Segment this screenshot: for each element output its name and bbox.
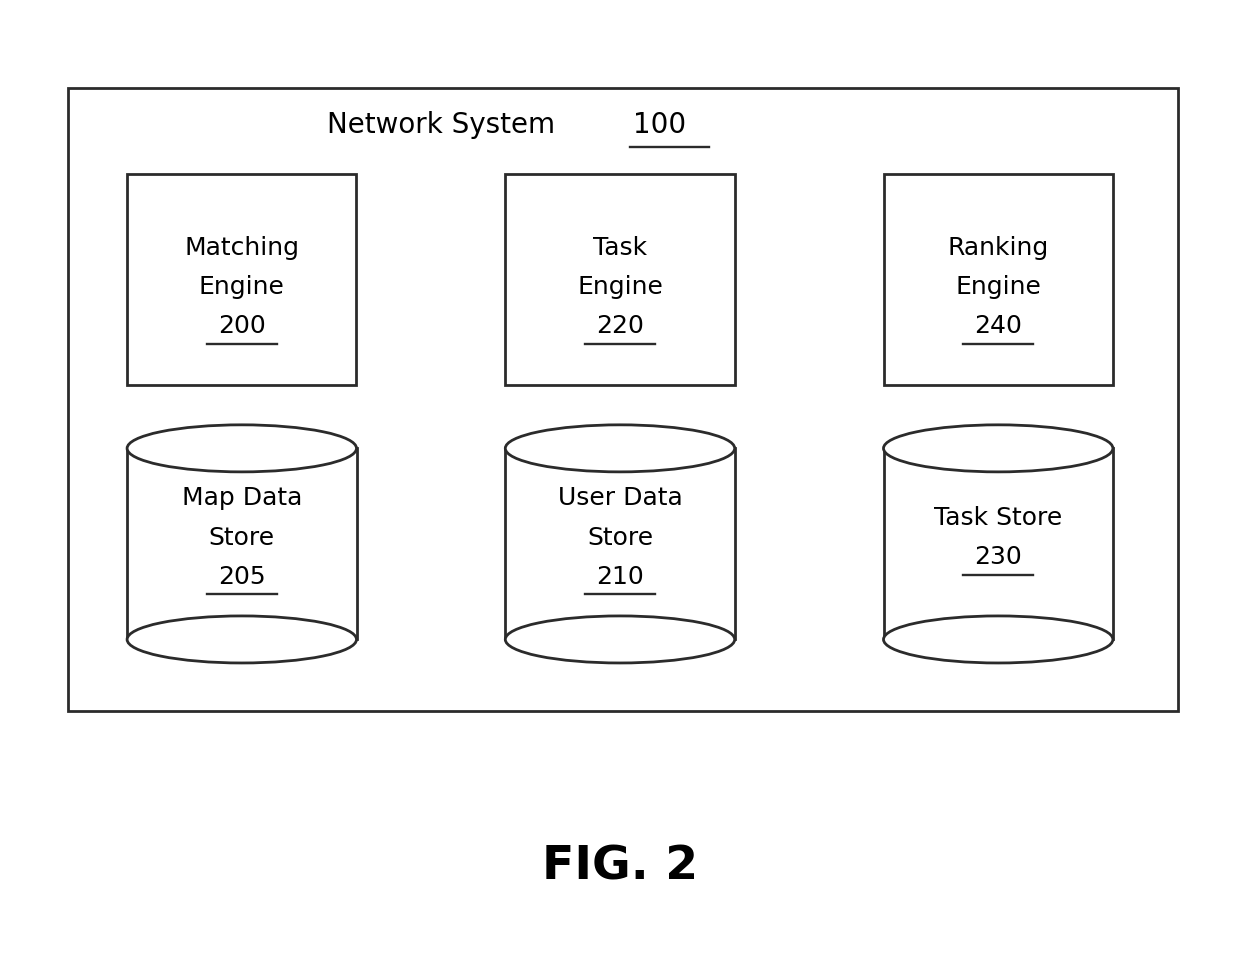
Text: 210: 210	[596, 564, 644, 589]
Text: Task: Task	[593, 236, 647, 260]
Text: 220: 220	[596, 315, 644, 338]
Bar	[68, 88, 1178, 710]
Text: Network System: Network System	[327, 112, 564, 139]
Ellipse shape	[506, 616, 734, 662]
Text: Engine: Engine	[577, 275, 663, 299]
Bar	[883, 174, 1112, 385]
Text: User Data: User Data	[558, 486, 682, 511]
Text: Map Data: Map Data	[181, 486, 303, 511]
Text: 100: 100	[634, 112, 686, 139]
Ellipse shape	[128, 616, 357, 662]
Text: FIG. 2: FIG. 2	[542, 845, 698, 890]
Text: 200: 200	[218, 315, 265, 338]
Bar	[506, 174, 734, 385]
Text: Engine: Engine	[955, 275, 1042, 299]
Bar	[128, 449, 357, 639]
Text: Store: Store	[208, 525, 275, 550]
Text: Ranking: Ranking	[947, 236, 1049, 260]
Text: Engine: Engine	[198, 275, 285, 299]
Bar	[883, 449, 1112, 639]
Ellipse shape	[128, 425, 357, 471]
Text: 205: 205	[218, 564, 265, 589]
Bar	[128, 174, 357, 385]
Bar	[506, 449, 734, 639]
Ellipse shape	[883, 425, 1114, 471]
Text: 240: 240	[975, 315, 1022, 338]
Text: Matching: Matching	[185, 236, 299, 260]
Ellipse shape	[506, 425, 734, 471]
Text: Task Store: Task Store	[934, 506, 1063, 530]
Text: Store: Store	[587, 525, 653, 550]
Ellipse shape	[883, 616, 1114, 662]
Text: 230: 230	[975, 545, 1022, 569]
